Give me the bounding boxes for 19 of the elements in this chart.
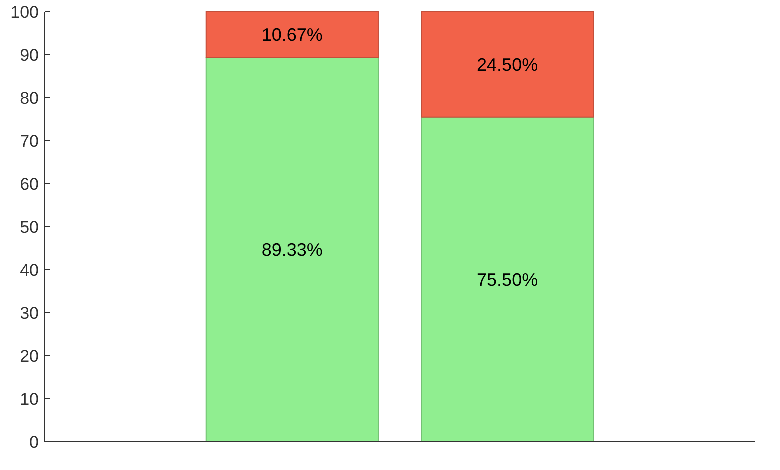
y-tick-label: 40 <box>20 260 39 280</box>
y-tick-label: 70 <box>20 132 39 151</box>
y-tick-label: 90 <box>20 46 39 65</box>
y-tick-label: 10 <box>20 390 39 409</box>
y-tick-label: 20 <box>20 346 39 366</box>
y-tick-label: 100 <box>10 2 39 22</box>
data-label: 75.50% <box>477 270 538 290</box>
data-label: 10.67% <box>262 25 323 46</box>
y-tick-label: 80 <box>20 88 39 108</box>
bar <box>421 116 594 442</box>
data-label: 89.33% <box>262 240 323 260</box>
y-tick-label: 60 <box>20 174 39 194</box>
data-label: 24.50% <box>477 54 538 75</box>
bar <box>421 12 594 118</box>
y-tick-label: 30 <box>20 304 39 323</box>
y-tick-label: 50 <box>20 218 39 237</box>
bar <box>206 12 379 58</box>
y-tick-label: 0 <box>30 432 39 452</box>
bar <box>206 57 379 442</box>
